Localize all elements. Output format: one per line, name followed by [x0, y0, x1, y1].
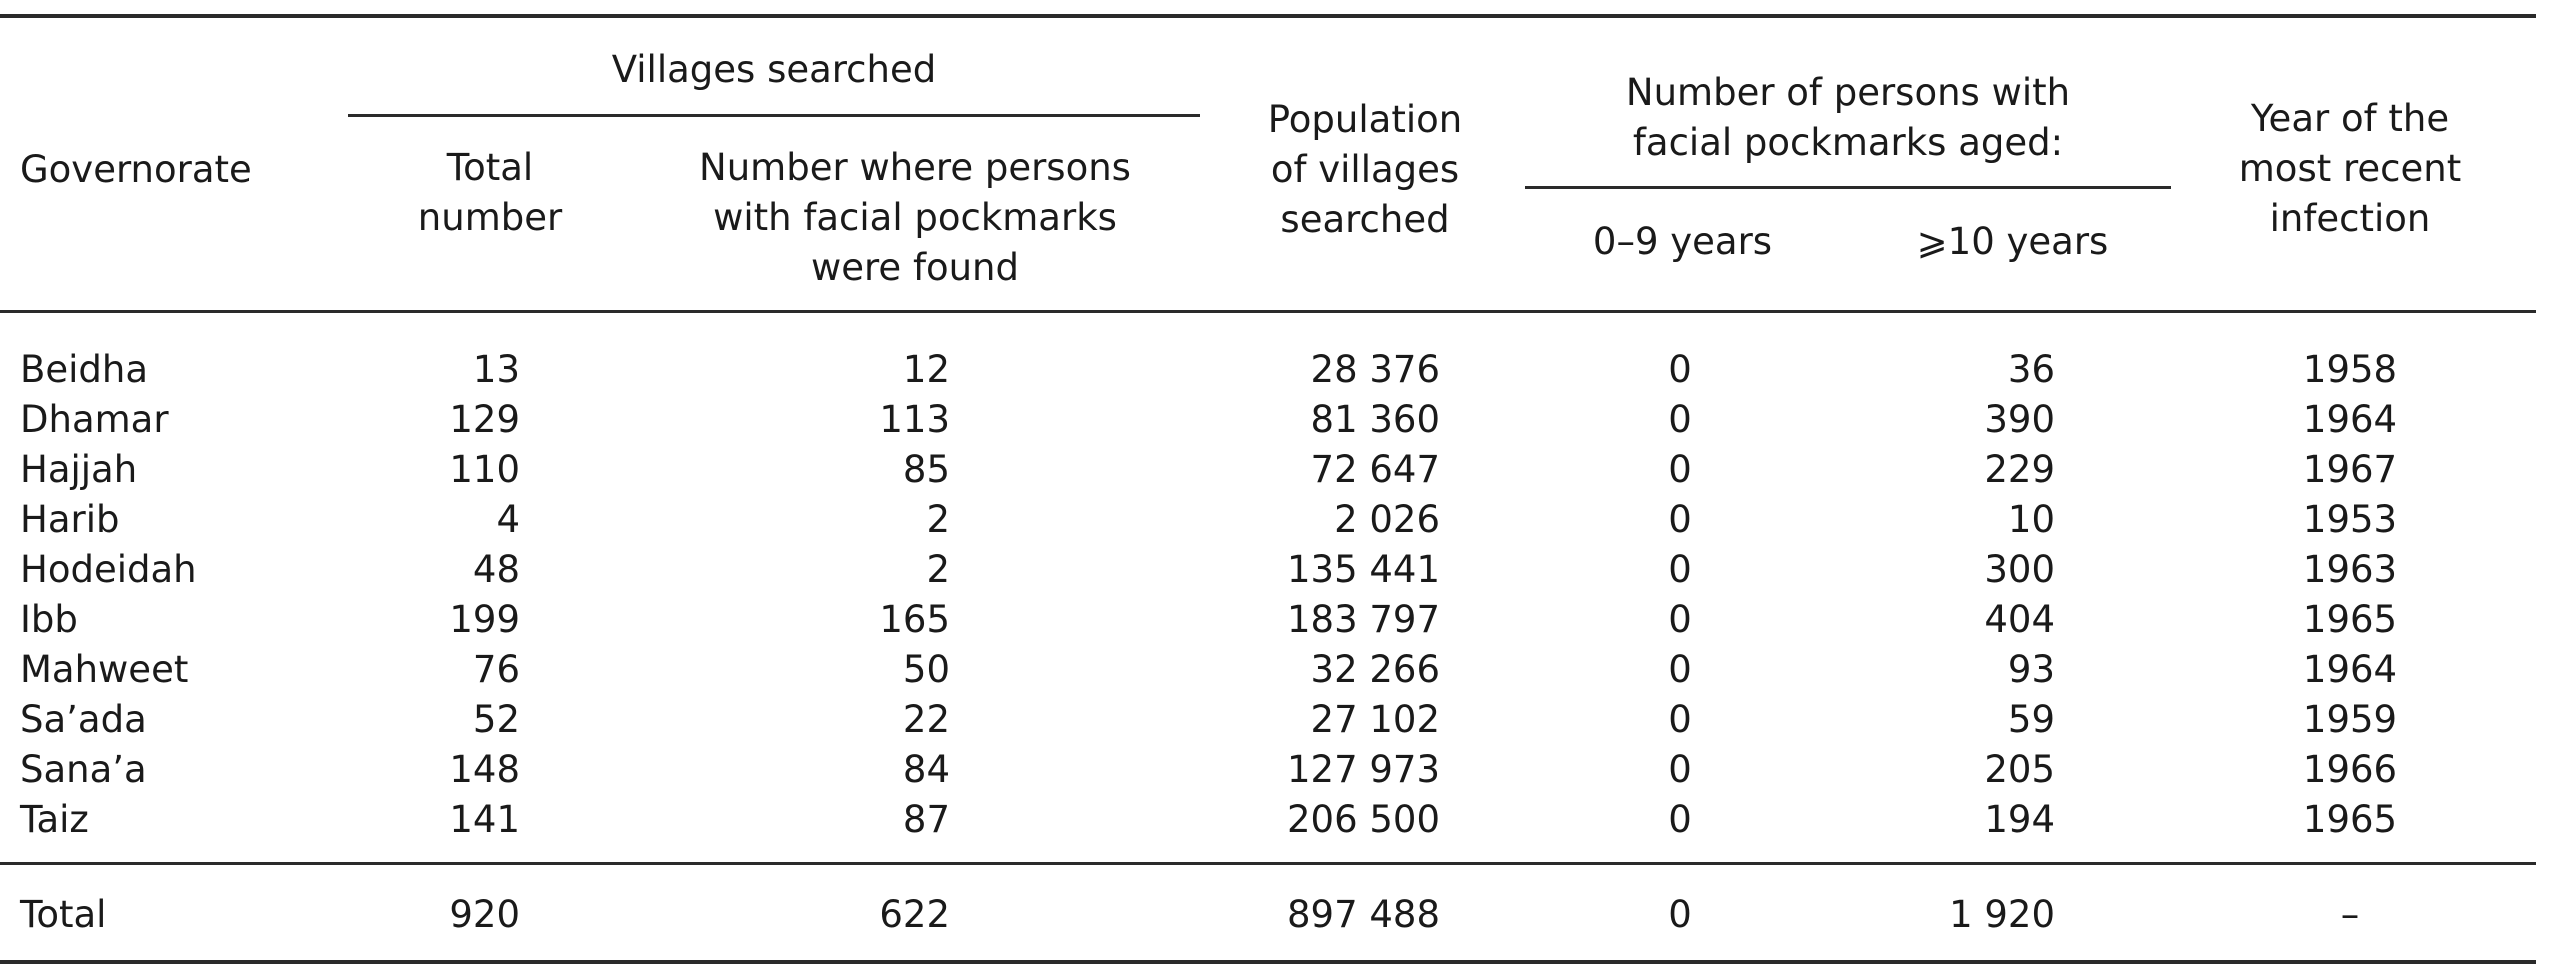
cell-population: 135 441	[1286, 548, 1440, 591]
cell-age-0-9: 0	[1668, 748, 1692, 791]
cell-population: 2 026	[1334, 498, 1440, 541]
cell-total: 76	[472, 648, 520, 691]
cell-found: 85	[902, 448, 950, 491]
cell-governorate: Sana’a	[20, 748, 147, 791]
cell-found: 12	[902, 348, 950, 391]
header-bottom-rule	[0, 310, 2536, 313]
persons-group-rule	[1525, 186, 2171, 189]
cell-total: 199	[449, 598, 520, 641]
cell-age-10: 36	[2007, 348, 2055, 391]
cell-age-10: 390	[1984, 398, 2055, 441]
cell-population: 81 360	[1310, 398, 1440, 441]
cell-age-10: 10	[2007, 498, 2055, 541]
cell-age-10: 205	[1984, 748, 2055, 791]
total-population: 897 488	[1286, 893, 1440, 936]
cell-age-10: 93	[2007, 648, 2055, 691]
cell-governorate: Beidha	[20, 348, 149, 391]
cell-total: 110	[449, 448, 520, 491]
cell-year: 1963	[2302, 548, 2398, 591]
cell-year: 1965	[2302, 598, 2398, 641]
header-total-number: Total number	[417, 146, 563, 239]
cell-governorate: Hajjah	[20, 448, 138, 491]
cell-governorate: Mahweet	[20, 648, 189, 691]
cell-governorate: Hodeidah	[20, 548, 197, 591]
cell-age-0-9: 0	[1668, 498, 1692, 541]
cell-total: 148	[449, 748, 520, 791]
cell-age-0-9: 0	[1668, 448, 1692, 491]
cell-age-10: 194	[1984, 798, 2055, 841]
cell-age-0-9: 0	[1668, 348, 1692, 391]
cell-year: 1964	[2302, 398, 2398, 441]
header-year-recent: Year of the most recent infection	[2238, 97, 2462, 240]
header-villages-searched: Villages searched	[611, 48, 937, 91]
total-label: Total	[20, 893, 107, 936]
cell-found: 22	[902, 698, 950, 741]
cell-population: 206 500	[1286, 798, 1440, 841]
bottom-rule	[0, 960, 2536, 964]
cell-total: 141	[449, 798, 520, 841]
cell-total: 13	[472, 348, 520, 391]
cell-governorate: Dhamar	[20, 398, 169, 441]
header-governorate: Governorate	[20, 148, 252, 191]
cell-total: 4	[496, 498, 520, 541]
cell-total: 52	[472, 698, 520, 741]
cell-age-0-9: 0	[1668, 548, 1692, 591]
cell-population: 183 797	[1286, 598, 1440, 641]
cell-population: 27 102	[1310, 698, 1440, 741]
cell-found: 2	[926, 548, 950, 591]
cell-age-10: 404	[1984, 598, 2055, 641]
top-rule	[0, 14, 2536, 18]
cell-year: 1966	[2302, 748, 2398, 791]
cell-age-0-9: 0	[1668, 698, 1692, 741]
cell-age-0-9: 0	[1668, 648, 1692, 691]
cell-age-10: 229	[1984, 448, 2055, 491]
cell-age-0-9: 0	[1668, 798, 1692, 841]
cell-year: 1959	[2302, 698, 2398, 741]
header-persons-group: Number of persons with facial pockmarks …	[1625, 71, 2071, 164]
header-number-found: Number where persons with facial pockmar…	[699, 146, 1131, 289]
cell-found: 84	[902, 748, 950, 791]
cell-total: 129	[449, 398, 520, 441]
total-year: –	[2340, 893, 2360, 936]
header-age-10-plus: ⩾10 years	[1916, 220, 2109, 263]
cell-age-10: 59	[2007, 698, 2055, 741]
villages-group-rule	[348, 114, 1200, 117]
cell-population: 32 266	[1310, 648, 1440, 691]
total-total: 920	[449, 893, 520, 936]
cell-age-0-9: 0	[1668, 398, 1692, 441]
header-age-0-9: 0–9 years	[1592, 220, 1773, 263]
cell-total: 48	[472, 548, 520, 591]
total-found: 622	[879, 893, 950, 936]
cell-population: 28 376	[1310, 348, 1440, 391]
cell-year: 1965	[2302, 798, 2398, 841]
cell-governorate: Taiz	[20, 798, 89, 841]
cell-governorate: Sa’ada	[20, 698, 147, 741]
cell-age-0-9: 0	[1668, 598, 1692, 641]
cell-found: 2	[926, 498, 950, 541]
cell-year: 1958	[2302, 348, 2398, 391]
cell-found: 50	[902, 648, 950, 691]
cell-year: 1964	[2302, 648, 2398, 691]
cell-population: 72 647	[1310, 448, 1440, 491]
cell-governorate: Harib	[20, 498, 120, 541]
cell-population: 127 973	[1286, 748, 1440, 791]
cell-year: 1967	[2302, 448, 2398, 491]
header-population: Population of villages searched	[1267, 98, 1463, 241]
cell-found: 87	[902, 798, 950, 841]
total-top-rule	[0, 862, 2536, 865]
cell-year: 1953	[2302, 498, 2398, 541]
cell-found: 113	[879, 398, 950, 441]
cell-found: 165	[879, 598, 950, 641]
total-age-0-9: 0	[1668, 893, 1692, 936]
cell-governorate: Ibb	[20, 598, 78, 641]
cell-age-10: 300	[1984, 548, 2055, 591]
total-age-10: 1 920	[1949, 893, 2055, 936]
